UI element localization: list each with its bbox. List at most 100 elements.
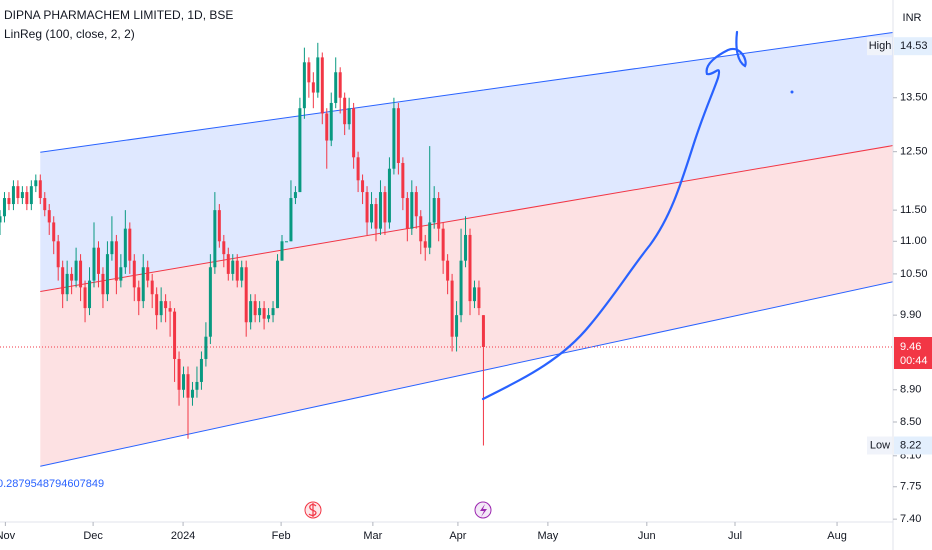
candle-body	[20, 192, 24, 199]
candle-body	[226, 254, 230, 274]
candle-body	[182, 374, 186, 390]
high_marker-value-bg	[894, 37, 932, 56]
candle-body	[338, 72, 342, 98]
candle-body	[16, 186, 20, 199]
y-tick-label: 9.90	[900, 309, 921, 321]
candle-body	[428, 222, 432, 248]
candle-body	[472, 287, 476, 302]
candle-body	[455, 315, 459, 337]
candle-body	[459, 260, 463, 316]
candle-body	[141, 267, 145, 302]
channel-lower-line	[40, 369, 484, 467]
candle-body	[401, 162, 405, 199]
x-tick-label: Jun	[638, 530, 656, 542]
candle-body	[231, 260, 235, 274]
candle-body	[387, 168, 391, 223]
freehand-drawing	[481, 30, 747, 401]
low_marker-value-bg	[894, 436, 932, 455]
candle-body	[464, 234, 468, 261]
candle-body	[253, 301, 257, 316]
candle-body	[199, 358, 203, 382]
low_marker-label: Low	[870, 439, 890, 451]
candle-body	[74, 260, 78, 281]
candle-body	[83, 287, 87, 309]
candle-body	[217, 210, 221, 242]
x-tick-label: Jul	[728, 530, 742, 542]
candle-body	[329, 102, 333, 141]
candle-body	[311, 82, 315, 93]
y-tick-label: 11.00	[900, 235, 927, 247]
high_marker-label: High	[869, 40, 892, 52]
x-tick-label: May	[537, 530, 558, 542]
candle-body	[383, 192, 387, 223]
candle-body	[65, 273, 69, 295]
candle-body	[7, 198, 11, 205]
candle-body	[298, 108, 302, 193]
candle-body	[423, 241, 427, 248]
candle-body	[2, 198, 6, 217]
channel-middle-line	[40, 215, 484, 292]
candle-body	[284, 241, 288, 243]
candle-body	[468, 234, 472, 302]
candle-body	[105, 254, 109, 295]
dividend-icon	[304, 501, 322, 519]
candle-body	[450, 280, 454, 337]
candle-body	[79, 260, 83, 288]
y-tick-label: 10.50	[900, 268, 928, 280]
candle-body	[168, 308, 172, 312]
candle-body	[114, 241, 118, 281]
candle-body	[276, 260, 280, 309]
high_marker-value: 14.53	[900, 40, 928, 52]
plot-area	[0, 31, 893, 467]
candle-body	[47, 210, 51, 223]
candle-body	[289, 198, 293, 242]
candle-body	[204, 336, 208, 359]
candle-body	[235, 260, 239, 281]
candle-body	[132, 260, 136, 288]
channel-lower-extension	[483, 281, 893, 371]
candle-body	[56, 241, 60, 268]
currency-label: INR	[903, 12, 922, 24]
candle-body	[240, 267, 244, 281]
candle-body	[334, 72, 338, 103]
candle-body	[356, 157, 360, 181]
candle-body	[128, 228, 132, 261]
candle-body	[396, 108, 400, 163]
candle-body	[150, 280, 154, 295]
candle-body	[34, 180, 38, 187]
candle-body	[96, 247, 100, 274]
y-tick-label: 11.50	[900, 204, 927, 216]
candle-body	[307, 62, 311, 83]
candle-body	[262, 308, 266, 319]
candle-body	[410, 192, 414, 229]
candle-body	[414, 192, 418, 217]
candle-body	[52, 222, 56, 242]
x-tick-label: Mar	[363, 530, 382, 542]
candle-body	[392, 108, 396, 169]
x-tick-label: Aug	[827, 530, 847, 542]
candle-body	[43, 198, 47, 211]
candle-body	[11, 186, 15, 205]
low_marker-value: 8.22	[900, 439, 921, 451]
candle-body	[361, 180, 365, 193]
countdown-label: 00:44	[900, 355, 928, 367]
candle-body	[244, 267, 248, 323]
candle-body	[267, 315, 271, 319]
candle-body	[258, 308, 262, 316]
candle-body	[38, 180, 42, 199]
candle-body	[155, 294, 159, 316]
candle-body	[208, 267, 212, 337]
candle-body	[190, 389, 194, 398]
candle-body	[365, 192, 369, 223]
channel-fill-upper	[40, 32, 893, 292]
candle-body	[186, 374, 190, 398]
candle-body	[0, 216, 2, 223]
candle-body	[88, 280, 92, 309]
high_marker-label-bg	[867, 37, 892, 56]
low_marker-label-bg	[867, 436, 892, 455]
candle-body	[280, 241, 284, 261]
candle-body	[92, 247, 96, 281]
last-price-box	[894, 337, 932, 370]
candle-body	[320, 57, 324, 114]
